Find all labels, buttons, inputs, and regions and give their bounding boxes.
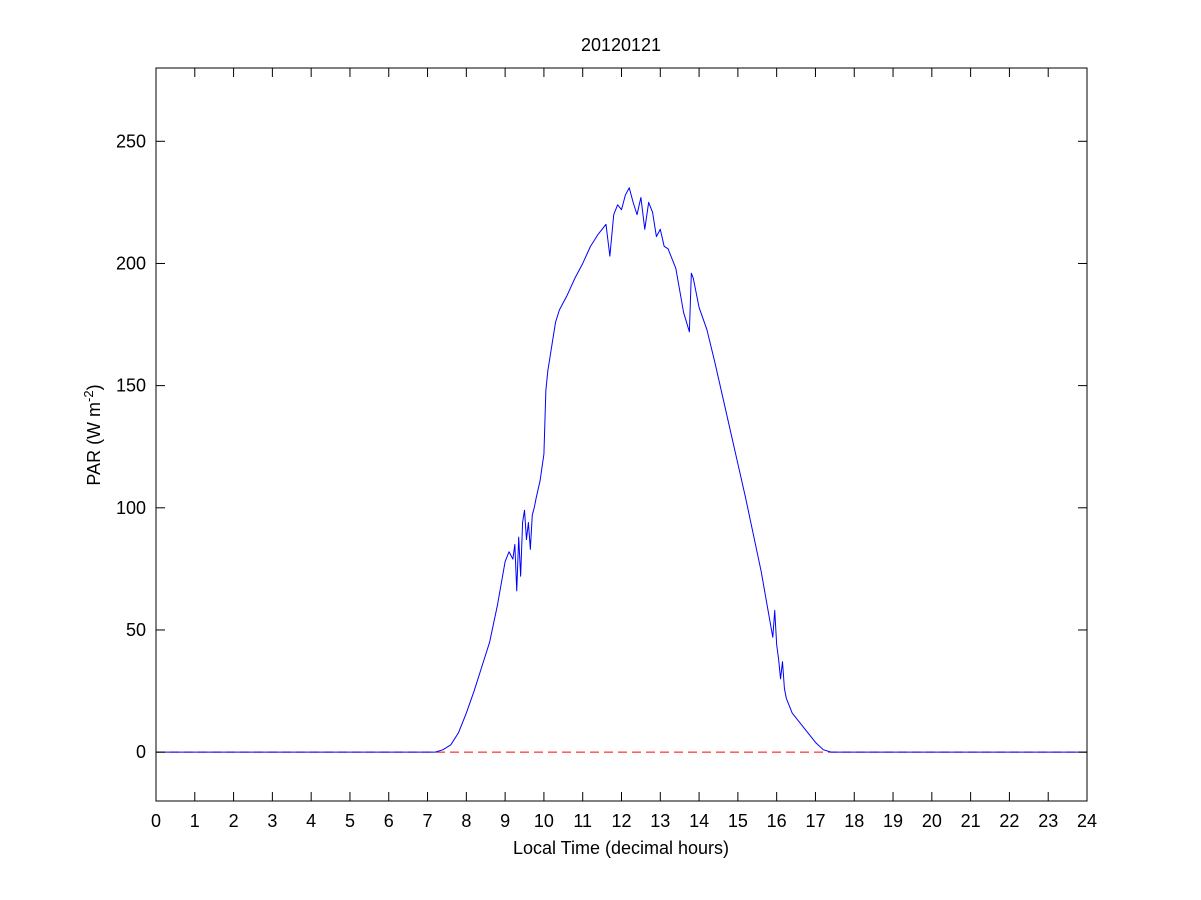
x-tick-label-5: 5 <box>345 811 355 831</box>
x-tick-label-15: 15 <box>728 811 748 831</box>
x-tick-label-22: 22 <box>999 811 1019 831</box>
x-tick-label-6: 6 <box>384 811 394 831</box>
y-tick-label-4: 200 <box>116 253 146 273</box>
x-axis-label: Local Time (decimal hours) <box>513 838 729 858</box>
x-tick-label-7: 7 <box>423 811 433 831</box>
x-tick-label-17: 17 <box>805 811 825 831</box>
x-tick-label-2: 2 <box>229 811 239 831</box>
x-tick-label-13: 13 <box>650 811 670 831</box>
x-tick-label-10: 10 <box>534 811 554 831</box>
x-tick-label-3: 3 <box>267 811 277 831</box>
x-tick-label-14: 14 <box>689 811 709 831</box>
x-tick-label-11: 11 <box>573 811 592 831</box>
x-tick-label-16: 16 <box>767 811 787 831</box>
axes-frame <box>155 67 1088 802</box>
y-axis-label-main: PAR (W m <box>84 402 104 486</box>
x-tick-label-9: 9 <box>500 811 510 831</box>
tick-layer: 0 1 2 3 4 5 6 7 8 9 10 11 12 13 14 15 16 17 18 19 20 21 22 23 24… <box>116 68 1097 831</box>
y-axis-label: PAR (W m-2) <box>81 384 104 485</box>
y-axis-label-superscript: -2 <box>81 390 96 402</box>
x-tick-label-1: 1 <box>190 811 200 831</box>
x-tick-label-8: 8 <box>461 811 471 831</box>
x-tick-label-20: 20 <box>922 811 942 831</box>
x-tick-label-24: 24 <box>1077 811 1097 831</box>
x-tick-label-23: 23 <box>1038 811 1058 831</box>
x-tick-label-4: 4 <box>306 811 316 831</box>
y-tick-label-5: 250 <box>116 131 146 151</box>
series-layer <box>156 187 1087 753</box>
chart-title: 20120121 <box>581 35 661 55</box>
y-tick-label-3: 150 <box>116 376 146 396</box>
y-tick-label-0: 0 <box>136 742 146 762</box>
y-axis-label-close: ) <box>84 384 104 390</box>
x-tick-label-19: 19 <box>883 811 903 831</box>
y-tick-label-1: 50 <box>126 620 146 640</box>
x-tick-label-21: 21 <box>961 811 981 831</box>
plot-area <box>156 68 1087 801</box>
x-tick-label-12: 12 <box>611 811 631 831</box>
series-line-0 <box>156 187 1087 753</box>
x-tick-label-0: 0 <box>151 811 161 831</box>
x-tick-label-18: 18 <box>844 811 864 831</box>
y-tick-label-2: 100 <box>116 498 146 518</box>
